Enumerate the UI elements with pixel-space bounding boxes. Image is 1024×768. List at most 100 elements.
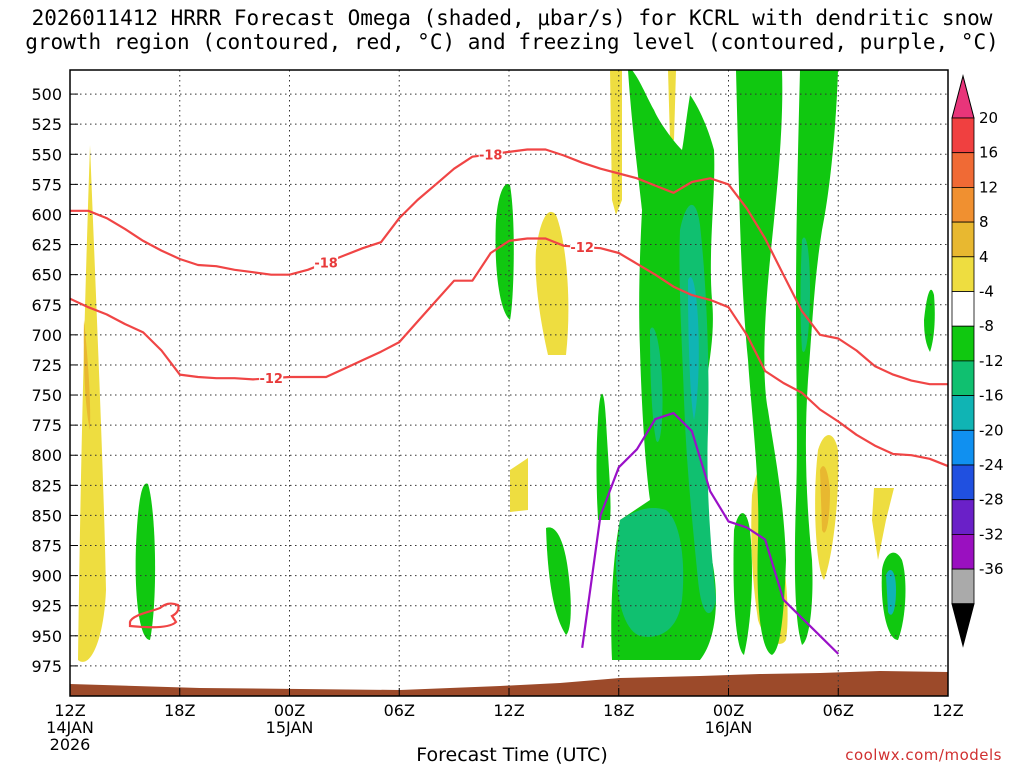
colorbar-label: 12 [979, 178, 998, 196]
omega-negative-shade [800, 237, 810, 352]
x-tick-label: 12Z [932, 701, 963, 720]
y-tick-label: 900 [31, 567, 62, 586]
omega-negative-shade [546, 527, 571, 635]
y-tick-label: 600 [31, 205, 62, 224]
colorbar-label: 8 [979, 213, 989, 231]
colorbar-swatch [951, 117, 975, 154]
colorbar-label: -8 [979, 317, 994, 335]
omega-negative-shade [616, 508, 684, 637]
x-tick-date: 15JAN [266, 718, 314, 737]
x-tick-label: 06Z [823, 701, 854, 720]
omega-negative-shade [596, 393, 611, 520]
contour-label: -12 [570, 241, 594, 256]
colorbar-label: -20 [979, 421, 1004, 439]
y-tick-label: 775 [31, 416, 62, 435]
omega-negative-shade [135, 483, 156, 640]
colorbar-swatch [951, 568, 975, 605]
contour-label-bg [570, 238, 595, 253]
x-tick-label: 12Z [493, 701, 524, 720]
colorbar-label: -32 [979, 525, 1004, 543]
colorbar-arrow-top [951, 74, 975, 119]
y-tick-label: 500 [31, 85, 62, 104]
y-tick-label: 800 [31, 446, 62, 465]
x-tick-date: 16JAN [705, 718, 753, 737]
contour-label-bg [478, 146, 503, 161]
contour-label-bg [259, 370, 284, 385]
x-tick-label: 00Z [274, 701, 305, 720]
watermark[interactable]: coolwx.com/models [845, 746, 1002, 764]
y-axis: 500 525 550 575 600 625 650 675 700 725 750 775 800 8… [31, 85, 78, 676]
colorbar-swatch [951, 291, 975, 327]
colorbar-swatch [951, 221, 975, 258]
colorbar-swatch [951, 464, 975, 501]
x-tick-label: 12Z [54, 701, 85, 720]
grid [70, 70, 948, 696]
colorbar-swatch [951, 152, 975, 188]
contour-line [70, 148, 948, 386]
colorbar-swatch [951, 256, 975, 292]
colorbar-swatch [951, 395, 975, 431]
colorbar-label: 20 [979, 109, 998, 127]
omega-positive-shade [820, 466, 830, 533]
x-axis-title: Forecast Time (UTC) [416, 744, 608, 766]
omega-negative-shade [650, 327, 663, 442]
omega-negative-shade [688, 276, 699, 420]
x-tick-label: 18Z [164, 701, 195, 720]
omega-negative-shade [733, 513, 752, 655]
y-tick-label: 700 [31, 326, 62, 345]
y-tick-label: 575 [31, 175, 62, 194]
omega-positive-shade [535, 211, 569, 355]
x-tick-label: 00Z [713, 701, 744, 720]
colorbar-swatch [951, 429, 975, 466]
y-tick-label: 550 [31, 145, 62, 164]
y-tick-label: 725 [31, 356, 62, 375]
colorbar-label: 4 [979, 248, 989, 266]
omega-negative-shade [886, 570, 896, 615]
colorbar-label: -24 [979, 456, 1004, 474]
omega-negative-shade [495, 184, 514, 320]
y-tick-label: 975 [31, 657, 62, 676]
y-tick-label: 675 [31, 296, 62, 315]
omega-shading [70, 70, 948, 696]
colorbar-swatch [951, 360, 975, 396]
omega-positive-shade [83, 320, 91, 430]
contour-labels: -12 -12 -18 -18 [259, 146, 595, 387]
colorbar-label: -12 [979, 352, 1004, 370]
isotherm-loop [128, 602, 180, 629]
colorbar-label: -28 [979, 491, 1004, 509]
colorbar-swatch [951, 186, 975, 223]
colorbar-label: -16 [979, 387, 1004, 405]
y-tick-label: 925 [31, 597, 62, 616]
contour-label-bg [314, 254, 339, 269]
colorbar-label: -36 [979, 560, 1004, 578]
omega-positive-shade [510, 458, 528, 512]
colorbar-swatch [951, 325, 975, 362]
contour-label: -18 [314, 257, 338, 272]
omega-positive-shade [872, 488, 894, 560]
contour-line [70, 237, 948, 468]
omega-negative-shade [794, 70, 838, 645]
omega-positive-shade [668, 70, 676, 140]
omega-negative-shade [924, 289, 935, 352]
colorbar-swatch [951, 499, 975, 535]
contours [70, 148, 948, 655]
y-tick-label: 650 [31, 266, 62, 285]
y-tick-label: 525 [31, 115, 62, 134]
y-tick-label: 850 [31, 506, 62, 525]
chart-title: 2026011412 HRRR Forecast Omega (shaded, … [25, 6, 999, 54]
x-tick-date: 14JAN [46, 718, 94, 737]
contour-label: -18 [479, 148, 503, 163]
colorbar: 20 16 12 8 4 -4 -8 -12 -16 -20 -24 -28 -32 -36 [951, 74, 1004, 648]
x-tick-label: 18Z [603, 701, 634, 720]
contour-line [581, 412, 840, 655]
omega-positive-shade [78, 145, 106, 662]
x-tick-label: 06Z [384, 701, 415, 720]
x-tick-year: 2026 [50, 735, 91, 754]
y-tick-label: 875 [31, 537, 62, 556]
colorbar-label: 16 [979, 144, 998, 162]
y-tick-label: 950 [31, 627, 62, 646]
colorbar-label: -4 [979, 283, 994, 301]
y-tick-label: 625 [31, 236, 62, 255]
